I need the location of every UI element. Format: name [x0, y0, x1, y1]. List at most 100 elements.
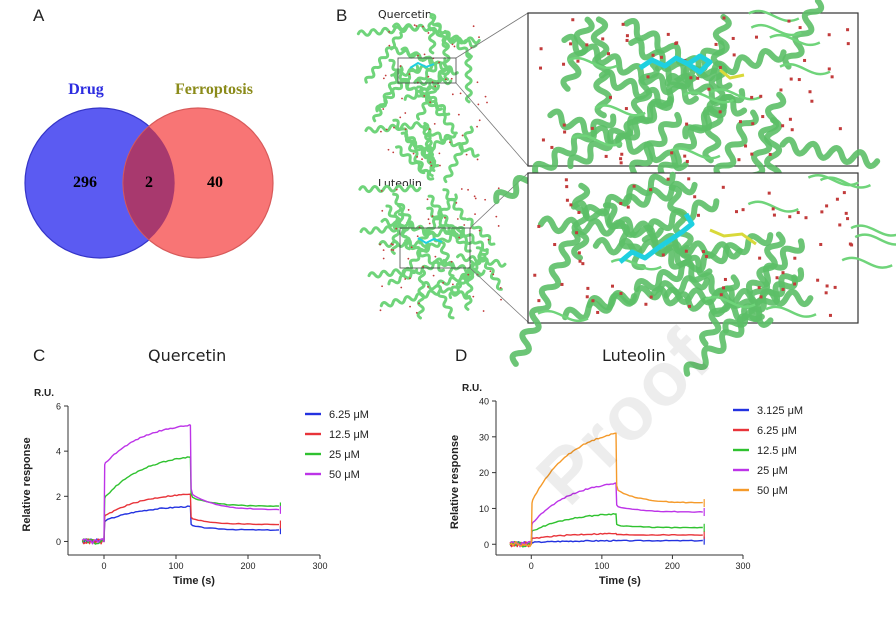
water-dot: [651, 53, 655, 57]
water-dot: [477, 103, 480, 106]
water-dot: [539, 47, 543, 51]
water-dot: [744, 144, 748, 148]
water-dot: [422, 25, 424, 28]
water-dot: [429, 161, 432, 164]
legend-label: 50 μM: [329, 469, 360, 481]
x-axis-label: Time (s): [599, 575, 641, 587]
water-dot: [465, 153, 468, 156]
water-dot: [820, 210, 824, 214]
water-dot: [431, 215, 434, 218]
series-line: [81, 456, 280, 545]
protein-helix: [547, 108, 689, 172]
water-dot: [404, 278, 407, 280]
protein-helix: [424, 126, 436, 178]
y-tick-label: 40: [479, 397, 489, 407]
ligand-molecule: [638, 53, 713, 75]
panel-label-b: B: [336, 6, 348, 25]
water-dot: [407, 257, 410, 260]
protein-loop: [594, 104, 646, 117]
residue-sticks: [709, 228, 757, 246]
protein-helix: [416, 85, 458, 135]
water-dot: [696, 76, 700, 80]
y-axis-label: Relative response: [449, 435, 461, 529]
water-dot: [803, 58, 807, 62]
water-dot: [382, 249, 385, 252]
water-dot: [451, 283, 454, 286]
protein-helix: [364, 31, 403, 84]
water-dot: [427, 285, 429, 288]
protein-helix: [375, 64, 420, 113]
protein-loop: [765, 305, 817, 318]
protein-helix: [417, 193, 458, 245]
x-tick-label: 0: [529, 561, 534, 571]
protein-helix: [422, 126, 480, 158]
y-tick-label: 30: [479, 432, 489, 442]
water-dot: [416, 155, 419, 158]
water-dot: [478, 229, 481, 232]
water-dot: [830, 75, 834, 79]
water-dot: [842, 191, 846, 195]
water-dot: [430, 164, 433, 167]
series-line: [509, 539, 703, 547]
protein-helix: [562, 292, 637, 321]
protein-loop: [747, 200, 799, 213]
venn-right-title: Ferroptosis: [175, 81, 253, 98]
water-dot: [781, 124, 785, 128]
legend-label: 50 μM: [757, 485, 788, 497]
spr-chart-quercetin: 0 2 4 6 0 100 200 300 R.U. Relative response Time …: [21, 388, 369, 587]
protein-helix: [779, 136, 881, 170]
water-dot: [625, 34, 629, 38]
water-dot: [444, 216, 446, 219]
protein-loop: [769, 34, 821, 47]
water-dot: [434, 85, 437, 88]
water-dot: [412, 152, 415, 155]
venn-diagram: Drug Ferroptosis 296 2 40: [24, 81, 274, 259]
zoom-region-quercetin: [397, 57, 457, 84]
water-dot: [434, 255, 437, 258]
panel-label-d: D: [455, 346, 468, 365]
protein-helix: [592, 237, 743, 260]
water-dot: [685, 122, 689, 126]
water-dot: [384, 74, 387, 77]
protein-loop: [819, 176, 872, 189]
water-dot: [445, 78, 447, 81]
water-dot: [666, 32, 670, 36]
water-dot: [705, 254, 709, 258]
water-dot: [455, 201, 458, 204]
protein-helix: [663, 286, 814, 307]
zoom-connector: [455, 12, 529, 59]
water-dot: [808, 90, 812, 94]
ligand-molecule: [618, 212, 695, 264]
water-dot: [439, 164, 441, 167]
protein-helix: [628, 37, 698, 84]
water-dot: [718, 110, 722, 114]
water-dot: [758, 256, 762, 260]
water-dot: [701, 250, 705, 254]
water-dot: [798, 26, 802, 30]
protein-overview-luteolin: [358, 184, 508, 320]
water-dot: [415, 311, 418, 314]
protein-helix: [582, 171, 676, 219]
protein-helix: [475, 246, 503, 291]
water-dot: [395, 227, 398, 230]
water-dot: [476, 158, 479, 161]
water-dot: [456, 218, 459, 220]
legend-label: 12.5 μM: [757, 445, 797, 457]
water-dot: [626, 205, 630, 209]
chart-title-luteolin: Luteolin: [602, 346, 666, 365]
water-dot: [427, 218, 430, 221]
protein-helix: [388, 58, 414, 91]
water-dot: [472, 295, 475, 298]
x-tick-label: 300: [735, 561, 750, 571]
water-dot: [779, 88, 783, 92]
water-dot: [757, 286, 761, 290]
protein-helix: [561, 33, 699, 105]
protein-helix: [571, 182, 591, 261]
protein-helix: [622, 180, 698, 208]
water-dot: [395, 188, 398, 191]
docking-label-quercetin: Quercetin: [378, 8, 432, 21]
water-dot: [392, 151, 395, 154]
water-dot: [410, 246, 413, 249]
protein-helix: [683, 274, 798, 377]
protein-helix: [782, 0, 825, 70]
